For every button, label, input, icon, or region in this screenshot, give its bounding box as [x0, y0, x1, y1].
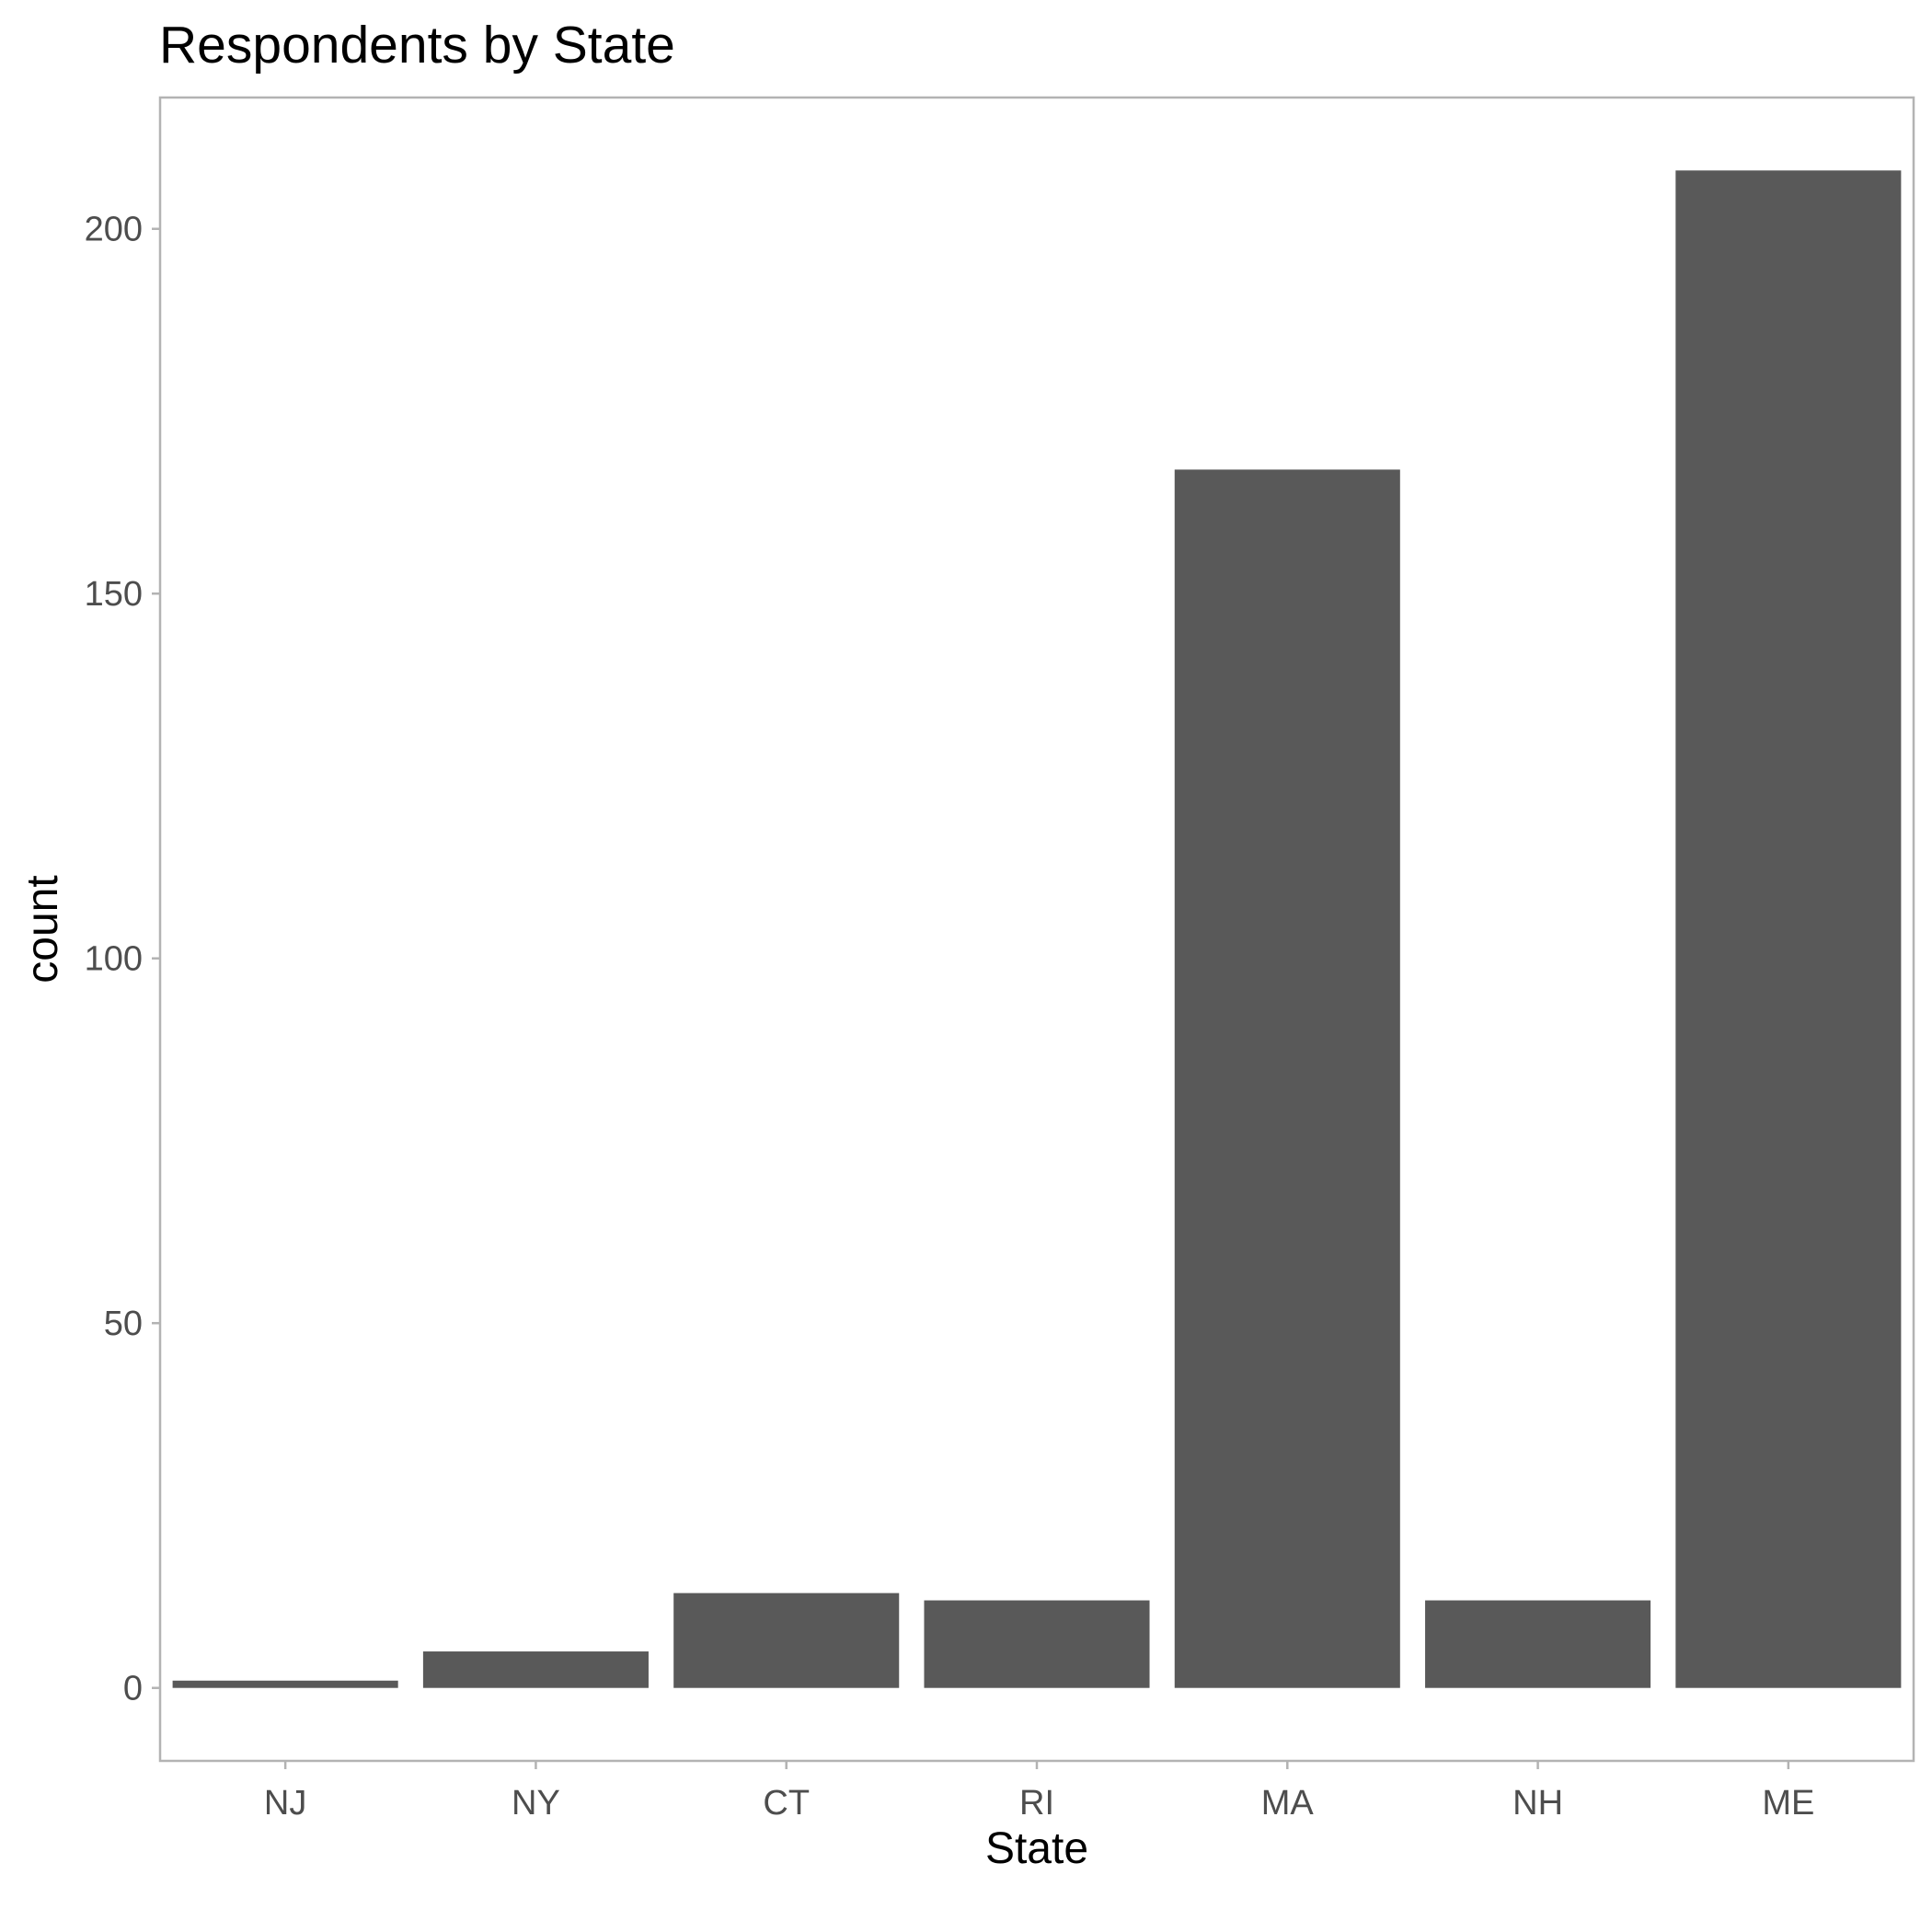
- x-tick-label: NH: [1512, 1784, 1563, 1823]
- x-axis-title: State: [985, 1824, 1088, 1873]
- x-tick-label: RI: [1019, 1784, 1054, 1823]
- y-tick-label: 100: [85, 940, 143, 979]
- y-axis-title: count: [18, 875, 67, 983]
- plot-panel: [158, 96, 1915, 1763]
- bar-nj: [172, 1680, 398, 1688]
- bar-me: [1675, 170, 1902, 1688]
- bar-ny: [422, 1651, 649, 1688]
- y-tick-label: 200: [85, 211, 143, 249]
- x-tick-label: NY: [512, 1784, 560, 1823]
- bar-nh: [1425, 1600, 1651, 1688]
- x-tick-label: CT: [763, 1784, 810, 1823]
- x-tick-label: NJ: [264, 1784, 306, 1823]
- y-tick-label: 150: [85, 575, 143, 614]
- bar-ri: [924, 1600, 1150, 1688]
- x-tick-label: MA: [1261, 1784, 1315, 1823]
- bar-ct: [673, 1593, 900, 1688]
- x-axis: NJ NY CT RI MA NH ME: [264, 1761, 1814, 1823]
- bar-ma: [1174, 469, 1400, 1688]
- y-tick-label: 0: [123, 1670, 143, 1708]
- bars-group: [172, 170, 1902, 1688]
- y-tick-label: 50: [104, 1305, 143, 1343]
- chart-title: Respondents by State: [159, 16, 675, 75]
- y-axis: 0 50 100 150 200: [85, 211, 160, 1708]
- x-tick-label: ME: [1762, 1784, 1814, 1823]
